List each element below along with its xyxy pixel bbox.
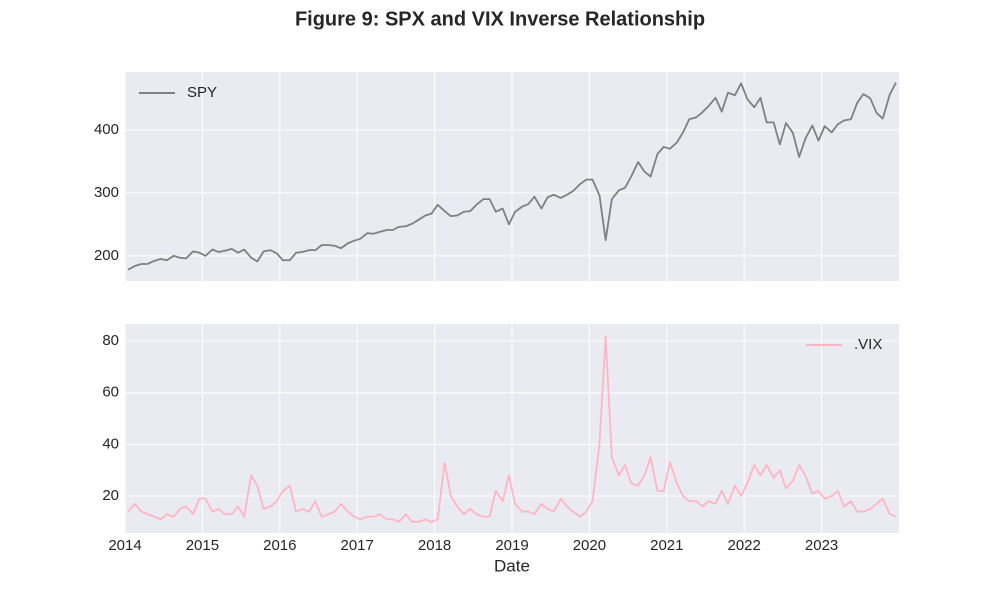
y-tick-label: 400 (94, 121, 119, 138)
y-tick-label: 300 (94, 184, 119, 201)
legend-label: SPY (187, 84, 217, 101)
x-axis-label: Date (494, 556, 530, 575)
x-tick-label: 2022 (728, 537, 761, 554)
x-tick-label: 2014 (108, 537, 141, 554)
x-tick-label: 2016 (263, 537, 296, 554)
y-tick-label: 80 (102, 332, 119, 349)
legend-label: .VIX (854, 336, 882, 353)
x-tick-label: 2023 (805, 537, 838, 554)
y-tick-label: 20 (102, 487, 119, 504)
x-tick-label: 2018 (418, 537, 451, 554)
x-tick-label: 2021 (650, 537, 683, 554)
x-tick-label: 2019 (495, 537, 528, 554)
x-tick-label: 2020 (573, 537, 606, 554)
x-tick-label: 2015 (186, 537, 219, 554)
x-tick-label: 2017 (341, 537, 374, 554)
y-tick-label: 60 (102, 384, 119, 401)
series-line (127, 334, 897, 523)
y-tick-label: 200 (94, 247, 119, 264)
series-line (127, 82, 897, 271)
y-tick-label: 40 (102, 435, 119, 452)
figure-title: Figure 9: SPX and VIX Inverse Relationsh… (295, 8, 705, 30)
